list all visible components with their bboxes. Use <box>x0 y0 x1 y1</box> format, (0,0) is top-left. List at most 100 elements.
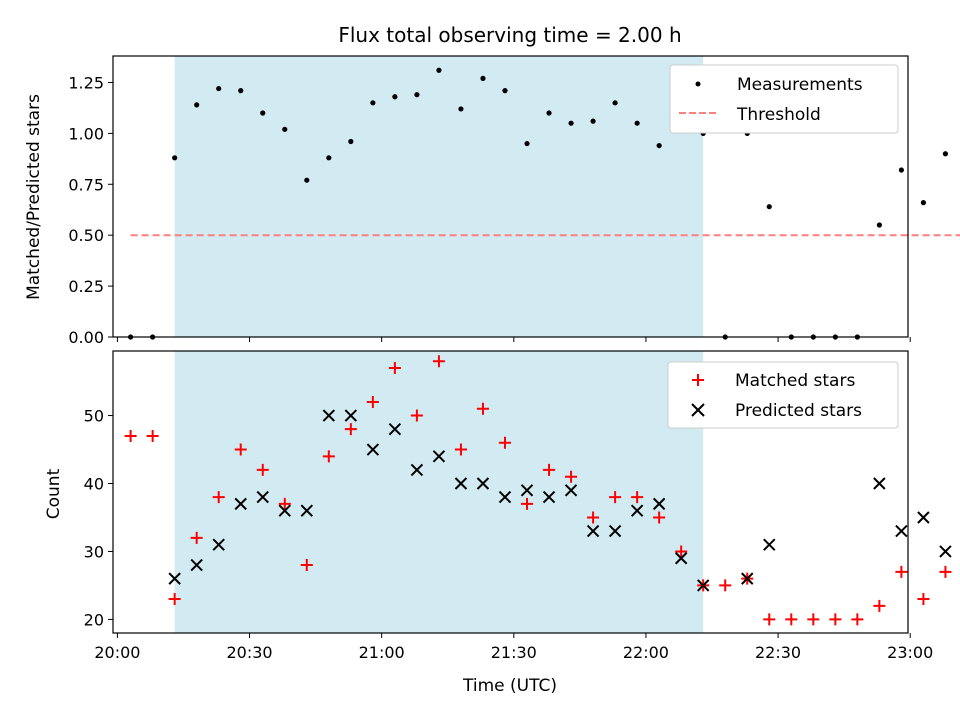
bottom-matched-star-point <box>234 443 247 456</box>
top-measurement-point <box>348 138 354 145</box>
bottom-legend-frame <box>667 361 899 429</box>
bottom-predicted-star-point <box>696 579 710 592</box>
bottom-matched-star-point <box>565 470 578 483</box>
bottom-xtick-label: 21:30 <box>491 643 537 662</box>
bottom-matched-star-point <box>785 613 798 626</box>
top-legend-frame <box>669 64 899 134</box>
legend-matched-stars: Matched stars <box>735 371 855 391</box>
top-measurement-point <box>568 120 574 126</box>
bottom-matched-star-point <box>124 429 137 442</box>
bottom-predicted-star-point <box>630 504 644 517</box>
bottom-matched-star-point <box>807 613 820 626</box>
top-measurement-point <box>414 92 420 98</box>
bottom-predicted-star-point <box>300 504 314 517</box>
bottom-predicted-star-point <box>895 524 908 538</box>
bottom-matched-star-point <box>653 511 666 524</box>
top-measurement-point <box>238 88 244 94</box>
bottom-predicted-star-point <box>520 484 534 497</box>
bottom-predicted-star-point <box>344 409 358 422</box>
bottom-predicted-star-point <box>432 450 446 463</box>
top-measurement-point <box>656 142 662 149</box>
bottom-matched-star-point <box>366 395 379 408</box>
top-measurement-point <box>436 67 442 73</box>
bottom-predicted-star-point <box>917 511 930 524</box>
bottom-predicted-star-point <box>476 477 490 490</box>
bottom-legend: Matched stars Predicted stars <box>667 361 899 429</box>
bottom-predicted-star-point <box>190 558 203 572</box>
top-measurement-point <box>524 140 530 147</box>
bottom-matched-star-point <box>146 429 159 442</box>
bottom-xtick-label: 22:30 <box>755 643 801 662</box>
bottom-shaded-region <box>174 351 704 633</box>
bottom-matched-star-point <box>344 423 357 436</box>
top-measurement-point <box>876 222 882 228</box>
top-ylabel: Matched/Predicted stars <box>24 94 44 300</box>
bottom-matched-star-point <box>631 491 644 504</box>
bottom-predicted-star-point <box>586 524 600 538</box>
bottom-predicted-star-point <box>873 477 886 490</box>
bottom-matched-star-point <box>851 613 864 626</box>
bottom-matched-star-point <box>917 593 930 606</box>
legend-threshold: Threshold <box>736 105 821 125</box>
top-measurement-point <box>766 204 772 210</box>
top-measurement-point <box>942 151 949 157</box>
bottom-matched-star-point <box>388 361 401 374</box>
bottom-matched-star-point <box>410 409 423 422</box>
bottom-matched-star-point <box>256 463 269 476</box>
bottom-ytick-label: 50 <box>84 407 104 426</box>
bottom-xtick-label: 23:00 <box>887 643 933 662</box>
bottom-matched-star-point <box>498 436 511 449</box>
chart-title: Flux total observing time = 2.00 h <box>338 23 681 47</box>
top-measurement-point <box>304 177 310 183</box>
top-ytick-label: 1.25 <box>68 73 104 92</box>
bottom-ylabel: Count <box>44 468 64 519</box>
top-measurement-point <box>370 100 376 106</box>
bottom-matched-star-point <box>763 613 776 626</box>
bottom-predicted-star-point <box>454 477 468 490</box>
bottom-matched-star-point <box>873 599 886 612</box>
top-measurement-point <box>458 106 464 112</box>
top-measurement-point <box>920 200 927 206</box>
top-ytick-label: 0.00 <box>68 328 104 347</box>
legend-matched-marker <box>692 374 704 386</box>
bottom-predicted-star-point <box>564 484 578 497</box>
legend-measurement-marker <box>695 81 701 87</box>
bottom-matched-star-point <box>543 463 556 476</box>
bottom-predicted-star-point <box>741 572 754 585</box>
top-measurement-point <box>260 110 266 116</box>
x-axis-label: Time (UTC) <box>462 676 557 696</box>
bottom-predicted-star-point <box>322 409 336 422</box>
top-measurement-point <box>326 155 332 161</box>
bottom-predicted-star-point <box>763 538 776 551</box>
legend-predicted-marker <box>691 403 705 417</box>
bottom-matched-star-point <box>587 511 600 524</box>
bottom-xtick-label: 20:30 <box>226 643 272 662</box>
bottom-predicted-star-point <box>498 490 512 504</box>
top-measurement-point <box>172 155 178 161</box>
top-panel: 0.00 0.25 0.50 0.75 1.00 1.25 <box>68 55 960 347</box>
top-shaded-region <box>174 56 704 337</box>
top-measurement-point <box>590 118 596 124</box>
bottom-ytick-label: 30 <box>84 542 104 561</box>
bottom-matched-star-point <box>190 531 203 544</box>
bottom-matched-star-point <box>278 497 291 510</box>
top-measurement-point <box>502 88 508 94</box>
top-measurement-point <box>480 75 486 81</box>
bottom-predicted-star-point <box>168 572 181 585</box>
bottom-predicted-star-point <box>212 538 225 551</box>
bottom-ytick-label: 20 <box>84 610 104 629</box>
bottom-predicted-star-point <box>388 422 402 436</box>
legend-predicted-stars: Predicted stars <box>735 401 862 421</box>
bottom-predicted-star-point <box>366 443 380 456</box>
bottom-matched-star-point <box>609 491 622 504</box>
top-measurement-point <box>634 120 640 126</box>
bottom-panel: 20 30 40 50 20:00 20:30 21:00 21:30 22:00 22:30 23… <box>84 350 952 662</box>
bottom-matched-star-point <box>895 565 908 578</box>
top-ytick-label: 0.75 <box>68 175 104 194</box>
bottom-predicted-star-point <box>256 490 269 504</box>
bottom-xtick-label: 22:00 <box>623 643 669 662</box>
bottom-matched-star-point <box>521 497 534 510</box>
bottom-matched-star-point <box>829 613 842 626</box>
top-measurement-point <box>194 102 200 108</box>
